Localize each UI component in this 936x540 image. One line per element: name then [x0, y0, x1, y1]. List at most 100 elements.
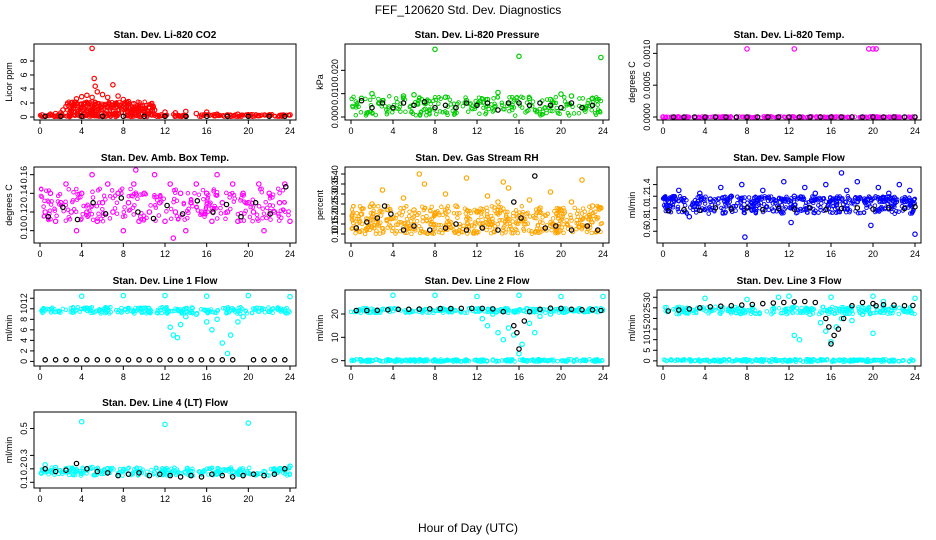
band-point [811, 306, 817, 312]
band-point [78, 473, 84, 478]
band-point [82, 106, 88, 112]
band-point [795, 196, 800, 202]
data-point [796, 114, 803, 120]
band-point [197, 114, 202, 119]
band-point [224, 190, 229, 196]
data-point [691, 114, 698, 120]
band-point [590, 210, 596, 216]
band-point [121, 209, 127, 215]
band-point [562, 358, 567, 363]
panel-title: Stan. Dev. Li-820 Temp. [734, 30, 845, 41]
band-point [393, 358, 399, 364]
band-point [127, 207, 133, 213]
band-point [721, 206, 726, 212]
band-point [508, 224, 513, 229]
data-point [133, 167, 139, 173]
band-point [811, 356, 816, 362]
data-point [183, 227, 189, 234]
data-point [759, 187, 766, 194]
data-point [353, 307, 360, 314]
data-point [99, 91, 106, 98]
data-point [131, 100, 137, 107]
band-point [509, 230, 514, 236]
data-point [437, 305, 444, 312]
data-point [831, 332, 837, 339]
band-point [464, 207, 470, 213]
data-point [738, 302, 745, 308]
band-point [505, 307, 511, 312]
data-point [245, 292, 252, 299]
data-point [426, 306, 433, 312]
x-tick-label: 24 [285, 249, 295, 259]
band-point [367, 97, 373, 103]
data-point [52, 110, 59, 117]
band-point [280, 188, 286, 193]
data-point [146, 209, 153, 215]
x-tick-label: 20 [556, 249, 566, 259]
band-point [564, 222, 569, 227]
band-point [548, 357, 554, 363]
data-point [261, 472, 267, 479]
data-point [379, 97, 386, 104]
band-point [267, 203, 273, 208]
data-point [885, 205, 892, 211]
band-point [214, 189, 220, 195]
panel-4: Stan. Dev. Amb. Box Temp.0 4 8 12 16 20 240.10… [4, 153, 297, 259]
y-tick-label: 4 [19, 86, 29, 91]
band-point [227, 191, 233, 197]
band-point [576, 110, 582, 116]
data-point [92, 83, 99, 90]
data-point [849, 317, 855, 324]
data-point [885, 190, 892, 197]
band-point [463, 358, 468, 364]
band-point [569, 218, 574, 223]
x-tick-label: 16 [202, 126, 212, 136]
band-point [113, 111, 119, 116]
data-point [110, 82, 116, 88]
band-point [857, 114, 862, 120]
band-point [260, 215, 265, 221]
band-point [849, 201, 854, 206]
data-point [891, 302, 897, 308]
band-point [549, 227, 554, 233]
band-point [584, 229, 590, 235]
band-point [501, 225, 506, 231]
band-point [237, 311, 243, 316]
x-tick-label: 20 [243, 372, 253, 382]
band-point [484, 214, 490, 219]
data-point [807, 311, 813, 318]
y-tick-label: 0.0005 [642, 71, 652, 99]
band-point [371, 208, 376, 214]
data-point [868, 222, 874, 229]
band-point [348, 309, 354, 315]
band-point [409, 231, 414, 237]
band-point [410, 111, 416, 116]
data-point [157, 199, 163, 206]
band-point [268, 217, 273, 222]
band-point [440, 310, 446, 315]
band-point [737, 114, 742, 119]
band-point [243, 200, 248, 206]
data-point [162, 292, 168, 299]
band-point [490, 109, 496, 114]
band-point [412, 210, 417, 215]
data-point [474, 102, 480, 109]
data-point [896, 181, 903, 188]
band-point [448, 102, 454, 107]
plot-area [660, 170, 918, 240]
data-point [723, 114, 729, 120]
band-point [100, 211, 106, 216]
y-axis-label: Licor ppm [4, 62, 14, 102]
band-point [84, 471, 89, 476]
data-point [589, 203, 596, 209]
data-point [807, 205, 813, 211]
y-tick-label: 0.30 [330, 185, 340, 203]
band-point [843, 199, 849, 204]
band-point [171, 196, 177, 202]
data-point [177, 356, 184, 363]
band-point [598, 221, 604, 227]
band-point [509, 104, 514, 110]
band-point [168, 216, 174, 222]
data-point [57, 113, 64, 120]
